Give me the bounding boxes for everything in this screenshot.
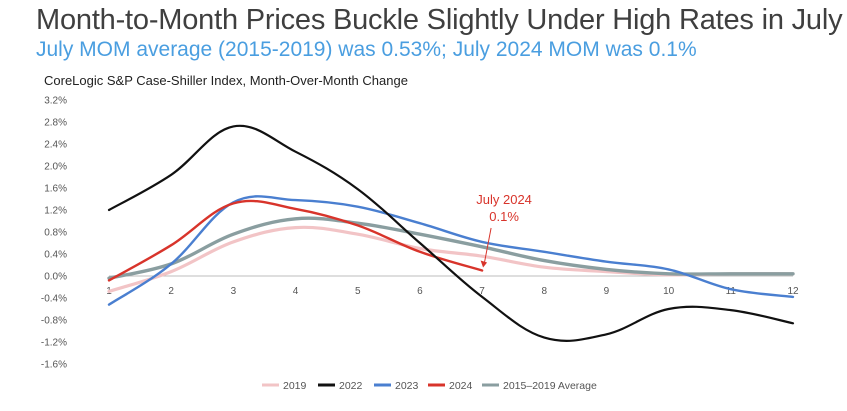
legend-label: 2023: [395, 380, 419, 392]
y-axis-ticks: 3.2% 2.8% 2.4% 2.0% 1.6% 1.2% 0.8% 0.4% 0.0% -0.4…: [41, 96, 67, 371]
legend-label: 2015–2019 Average: [503, 380, 597, 392]
chart-title: Month-to-Month Prices Buckle Slightly Un…: [36, 4, 843, 36]
legend-label: 2022: [339, 380, 363, 392]
x-tick-label: 4: [293, 286, 299, 297]
y-tick-label: 0.4%: [44, 250, 67, 261]
legend-label: 2019: [283, 380, 307, 392]
series-line-2024: [107, 199, 484, 282]
legend: 2019 2022 2023 2024 2015–2019 Average: [262, 380, 597, 392]
legend-label: 2024: [449, 380, 473, 392]
x-tick-label: 6: [417, 286, 423, 297]
y-tick-label: -0.8%: [41, 316, 67, 327]
annotation-arrow-line: [483, 227, 492, 265]
y-tick-label: -1.6%: [41, 360, 67, 371]
x-tick-label: 12: [787, 286, 799, 297]
x-tick-label: 11: [726, 286, 737, 297]
series-lines: [107, 124, 795, 342]
y-tick-label: 1.2%: [44, 206, 67, 217]
x-tick-label: 8: [541, 286, 547, 297]
series-line-2015-2019-average: [107, 216, 795, 280]
annotation-group: July 2024 0.1%: [476, 192, 532, 268]
y-tick-label: 2.0%: [44, 162, 67, 173]
y-axis-caption: CoreLogic S&P Case-Shiller Index, Month-…: [44, 73, 408, 88]
x-tick-label: 9: [604, 286, 610, 297]
x-tick-label: 3: [231, 286, 237, 297]
x-tick-label: 2: [168, 286, 174, 297]
x-axis: 1 2 3 4 5 6 7 8 9 10 11 12: [106, 275, 799, 297]
y-tick-label: -0.4%: [41, 294, 67, 305]
y-tick-label: 3.2%: [44, 96, 67, 107]
x-tick-label: 10: [663, 286, 675, 297]
y-tick-label: 0.0%: [44, 272, 67, 283]
y-tick-label: 1.6%: [44, 184, 67, 195]
annotation-label: July 2024: [476, 192, 532, 207]
annotation-value: 0.1%: [489, 209, 519, 224]
y-tick-label: -1.2%: [41, 338, 67, 349]
y-tick-label: 2.8%: [44, 118, 67, 129]
x-tick-label: 7: [479, 286, 485, 297]
series-line-2019: [107, 225, 795, 293]
annotation-arrow-head: [480, 260, 488, 268]
chart-subtitle: July MOM average (2015-2019) was 0.53%; …: [36, 38, 697, 61]
series-line-2023: [107, 195, 795, 306]
y-tick-label: 2.4%: [44, 140, 67, 151]
x-tick-label: 5: [355, 286, 361, 297]
series-line-2022: [107, 124, 795, 342]
y-tick-label: 0.8%: [44, 228, 67, 239]
